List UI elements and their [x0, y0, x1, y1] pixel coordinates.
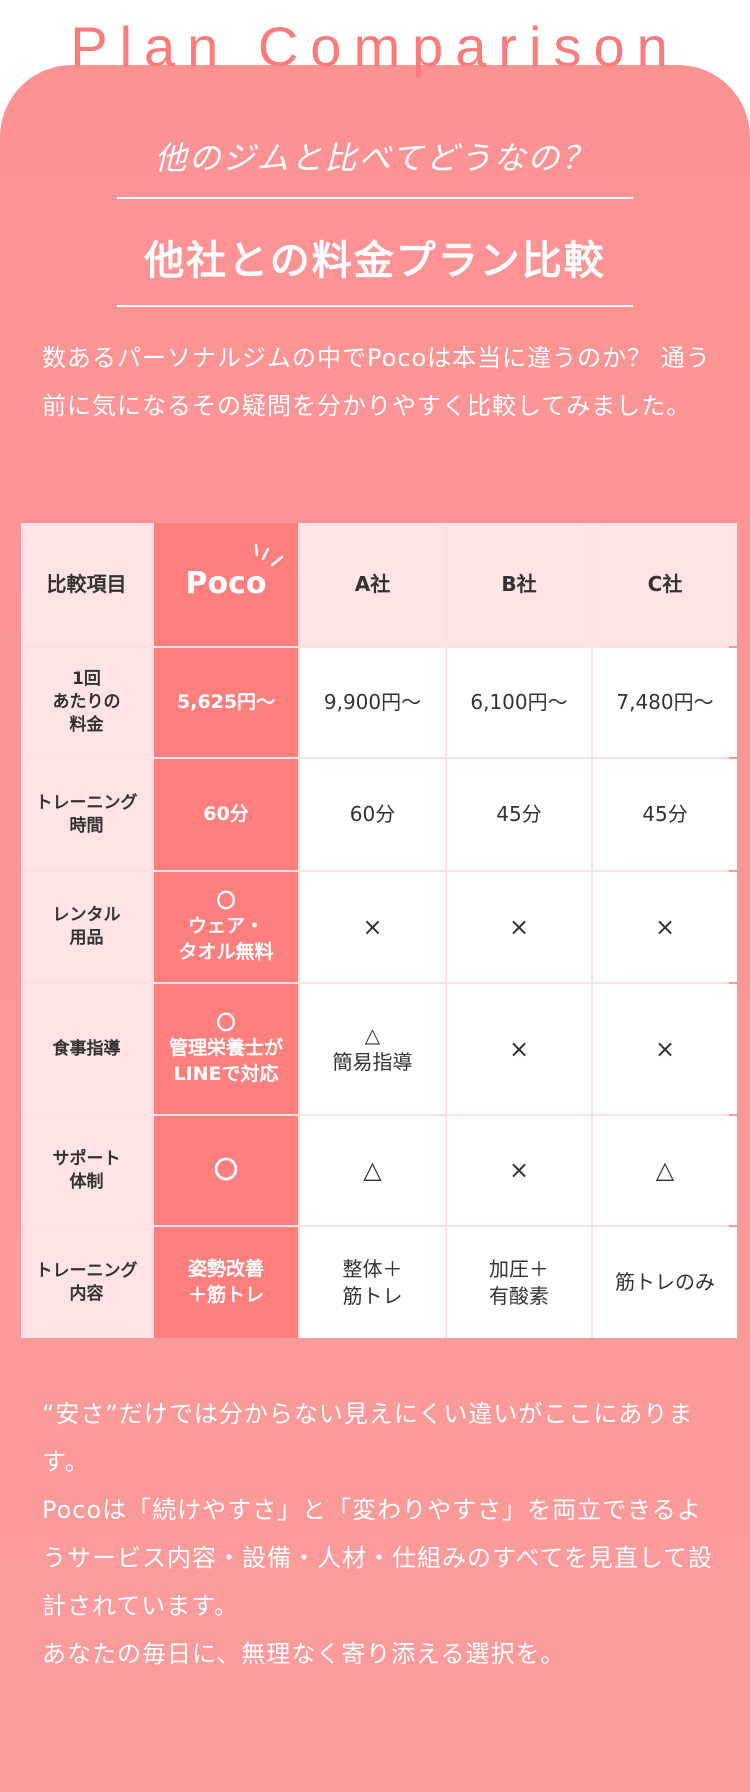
table-cell: △ [300, 1116, 445, 1225]
cell-value: 45分 [642, 802, 688, 826]
row-label-text: サポート 体制 [52, 1148, 121, 1192]
header-b社: B社 [447, 523, 591, 646]
table-cell: 45分 [447, 759, 591, 870]
row-label: トレーニング 時間 [21, 759, 152, 870]
cell-value: × [508, 1034, 530, 1063]
table-cell: × [447, 984, 591, 1114]
cell-value: 60分 [349, 802, 396, 826]
cell-value: 7,480円～ [616, 690, 714, 714]
table-cell: 〇 ウェア・ タオル無料 [154, 872, 298, 982]
table-cell: △ [593, 1116, 737, 1225]
table-cell: 筋トレのみ [593, 1227, 737, 1338]
row-label-text: トレーニング 時間 [35, 792, 138, 836]
table-cell: △ 簡易指導 [300, 984, 445, 1114]
cell-value: 〇 管理栄養士が LINEで対応 [168, 1011, 283, 1085]
header-poco: Poco [154, 523, 298, 646]
table-cell: × [447, 872, 591, 982]
cell-value: × [654, 1034, 676, 1063]
divider-top [117, 197, 633, 199]
row-label-text: 1回 あたりの 料金 [52, 669, 121, 735]
header-text: B社 [501, 572, 537, 596]
header-text: 比較項目 [46, 572, 127, 596]
cell-value: 加圧＋ 有酸素 [489, 1256, 549, 1308]
table-cell: 整体＋ 筋トレ [300, 1227, 445, 1338]
row-label-text: トレーニング 内容 [35, 1260, 138, 1304]
table-cell: 姿勢改善 ＋筋トレ [154, 1227, 298, 1338]
heading: 他社との料金プラン比較 [144, 238, 606, 284]
table-cell: 〇 管理栄養士が LINEで対応 [154, 984, 298, 1114]
cell-value: 〇 ウェア・ タオル無料 [178, 889, 274, 963]
header-text: C社 [647, 572, 683, 596]
row-label: トレーニング 内容 [21, 1227, 152, 1338]
cell-value: × [508, 912, 530, 941]
cell-value: 45分 [496, 802, 542, 826]
cell-value: × [362, 912, 383, 941]
comparison-table: 比較項目 Poco A社 B社 C社 1回 あたりの 料金 5,625円～ 9,900円～ 6,… [21, 523, 737, 1338]
table-cell: 6,100円～ [447, 648, 591, 757]
row-label: 1回 あたりの 料金 [21, 648, 152, 757]
cell-value: 〇 [214, 1156, 238, 1185]
table-cell: × [447, 1116, 591, 1225]
sparkle-icon [254, 543, 284, 567]
header-text: A社 [354, 572, 391, 596]
cell-value: × [654, 912, 676, 941]
section-title: Plan Comparison [70, 15, 680, 78]
cell-value: × [508, 1156, 530, 1185]
cell-value: 5,625円～ [176, 690, 276, 713]
cell-value: △ 簡易指導 [332, 1023, 413, 1074]
header-a社: A社 [300, 523, 445, 646]
cell-value: △ [655, 1156, 675, 1185]
header-text: Poco [185, 566, 267, 602]
table-cell: × [593, 984, 737, 1114]
table-cell: 5,625円～ [154, 648, 298, 757]
table-cell: 9,900円～ [300, 648, 445, 757]
table-cell: × [300, 872, 445, 982]
cell-value: 筋トレのみ [615, 1270, 715, 1294]
intro-text: 数あるパーソナルジムの中でPocoは本当に違うのか？ 通う前に気になるその疑問を… [42, 344, 711, 420]
outro-text: “安さ”だけでは分からない見えにくい違いがここにあります。 Pocoは「続けやす… [42, 1400, 714, 1668]
row-label-text: 食事指導 [52, 1038, 121, 1059]
row-label-text: レンタル 用品 [52, 905, 121, 948]
cell-value: 整体＋ 筋トレ [342, 1256, 403, 1308]
table-cell: 60分 [154, 759, 298, 870]
cell-value: 6,100円～ [470, 690, 568, 714]
cell-value: 9,900円～ [323, 690, 422, 714]
row-label: レンタル 用品 [21, 872, 152, 982]
table-cell: 60分 [300, 759, 445, 870]
table-cell: 加圧＋ 有酸素 [447, 1227, 591, 1338]
cell-value: △ [363, 1156, 382, 1185]
divider-bottom [117, 305, 633, 307]
table-cell: 45分 [593, 759, 737, 870]
cell-value: 姿勢改善 ＋筋トレ [187, 1257, 264, 1306]
table-cell: × [593, 872, 737, 982]
header-c社: C社 [593, 523, 737, 646]
table-cell: 〇 [154, 1116, 298, 1225]
row-label: 食事指導 [21, 984, 152, 1114]
row-label: サポート 体制 [21, 1116, 152, 1225]
table-cell: 7,480円～ [593, 648, 737, 757]
cell-value: 60分 [203, 802, 249, 825]
subtitle: 他のジムと比べてどうなの？ [154, 139, 596, 177]
header-label: 比較項目 [21, 523, 152, 646]
